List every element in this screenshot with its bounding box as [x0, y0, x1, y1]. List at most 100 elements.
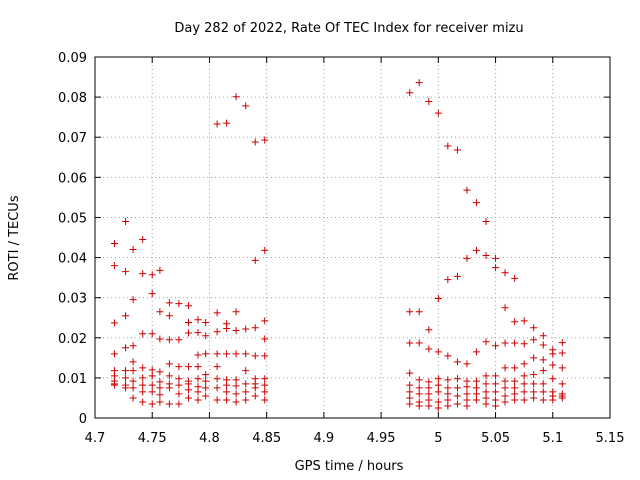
plot-border [94, 56, 611, 419]
data-points [110, 79, 566, 412]
data-point [165, 384, 173, 392]
data-point [530, 388, 538, 396]
data-point [482, 217, 490, 225]
data-point [242, 388, 250, 396]
data-point [492, 342, 500, 350]
x-tick-label: 5.15 [596, 431, 625, 446]
data-point [463, 186, 471, 194]
data-point [520, 360, 528, 368]
data-point [453, 392, 461, 400]
data-point [194, 351, 202, 359]
x-tick-label: 4.7 [85, 431, 106, 446]
data-point [558, 339, 566, 347]
data-point [482, 372, 490, 380]
data-point [472, 377, 480, 385]
data-point [194, 375, 202, 383]
data-point [165, 372, 173, 380]
y-tick-label: 0.02 [58, 332, 87, 347]
data-point [482, 394, 490, 402]
data-point [122, 312, 130, 320]
data-point [530, 324, 538, 332]
data-point [213, 120, 221, 128]
data-point [148, 330, 156, 338]
data-point [501, 304, 509, 312]
x-tick-label: 4.75 [138, 431, 167, 446]
data-point [242, 367, 250, 375]
data-point [492, 264, 500, 272]
data-point [530, 394, 538, 402]
data-point [511, 364, 519, 372]
data-point [242, 396, 250, 404]
x-tick-label: 4.85 [252, 431, 281, 446]
data-point [530, 380, 538, 388]
data-point [202, 332, 210, 340]
data-point [251, 392, 259, 400]
data-point [232, 327, 240, 335]
data-point [539, 396, 547, 404]
data-point [406, 388, 414, 396]
data-point [251, 256, 259, 264]
y-tick-label: 0.07 [58, 131, 87, 146]
data-point [202, 350, 210, 358]
data-point [185, 386, 193, 394]
data-point [453, 358, 461, 366]
data-point [185, 319, 193, 327]
data-point [530, 354, 538, 362]
data-point [558, 394, 566, 402]
data-point [482, 252, 490, 260]
data-point [213, 363, 221, 371]
data-point [472, 396, 480, 404]
data-point [444, 352, 452, 360]
data-point [156, 266, 164, 274]
data-point [223, 396, 231, 404]
data-point [213, 384, 221, 392]
data-point [434, 404, 442, 412]
data-point [520, 372, 528, 380]
data-point [156, 378, 164, 386]
data-point [261, 388, 269, 396]
data-point [156, 335, 164, 343]
data-point [129, 384, 137, 392]
data-point [213, 396, 221, 404]
data-point [520, 380, 528, 388]
data-point [415, 79, 423, 87]
data-point [122, 384, 130, 392]
data-point [122, 367, 130, 375]
data-point [558, 380, 566, 388]
data-point [165, 299, 173, 307]
data-point [175, 336, 183, 344]
data-point [139, 270, 147, 278]
data-point [148, 372, 156, 380]
data-point [501, 339, 509, 347]
data-point [406, 381, 414, 389]
data-point [242, 325, 250, 333]
data-point [444, 276, 452, 284]
data-point [129, 377, 137, 385]
data-point [482, 388, 490, 396]
data-point [139, 236, 147, 244]
data-point [492, 396, 500, 404]
data-point [122, 268, 130, 276]
data-point [434, 375, 442, 383]
data-point [511, 339, 519, 347]
data-point [223, 381, 231, 389]
data-point [185, 380, 193, 388]
data-point [425, 402, 433, 410]
data-point [453, 272, 461, 280]
data-point [242, 380, 250, 388]
data-point [463, 390, 471, 398]
data-point [223, 350, 231, 358]
y-tick-label: 0.04 [58, 252, 87, 267]
data-point [501, 384, 509, 392]
data-point [406, 369, 414, 377]
data-point [122, 217, 130, 225]
data-point [501, 392, 509, 400]
data-point [425, 378, 433, 386]
data-point [463, 254, 471, 262]
data-point [472, 384, 480, 392]
data-point [129, 246, 137, 254]
data-point [213, 328, 221, 336]
chart-title: Day 282 of 2022, Rate Of TEC Index for r… [174, 21, 523, 36]
data-point [175, 300, 183, 308]
data-point [148, 366, 156, 374]
